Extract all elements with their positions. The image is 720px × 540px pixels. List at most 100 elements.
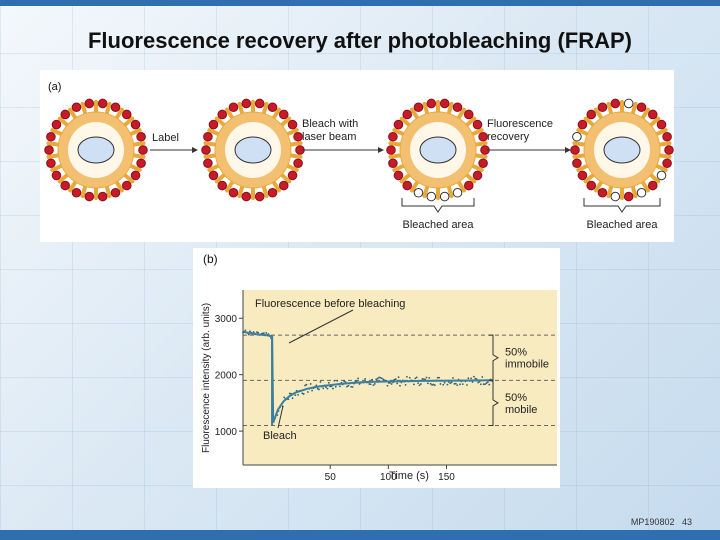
data-point (301, 392, 304, 395)
fluorescent-protein (254, 191, 265, 202)
fluorescent-protein (439, 98, 450, 109)
lipid-tail (657, 153, 672, 159)
data-point (432, 383, 435, 386)
lipid-tail (422, 184, 430, 199)
data-point (426, 382, 429, 385)
mobile-bracket (489, 379, 499, 426)
nucleus (419, 136, 457, 164)
annotation-bleach-pointer (277, 405, 284, 429)
fluorescent-protein (570, 145, 580, 155)
lipid-tail (203, 153, 218, 159)
data-point (382, 378, 385, 381)
data-point (433, 384, 436, 387)
data-point (332, 387, 334, 390)
data-point (346, 385, 348, 388)
lipid-tail (388, 153, 403, 159)
immobile-fraction-label: 50% immobile (505, 347, 549, 371)
data-point (316, 387, 319, 390)
data-point (357, 377, 360, 380)
lipid-tail (57, 116, 70, 128)
lipid-tail (214, 172, 227, 184)
data-point (327, 381, 330, 384)
arrow-2: Bleach with laser beam (302, 118, 384, 153)
fluorescent-protein (664, 145, 674, 155)
lipid-tail (207, 128, 221, 137)
plot-area (243, 290, 557, 465)
fluorescent-protein (217, 109, 228, 120)
lipid-tail (572, 141, 587, 147)
data-point (252, 331, 255, 333)
page-number: 43 (681, 517, 692, 527)
lipid-tail (410, 107, 420, 121)
lipid-tail (122, 116, 135, 128)
y-ticks: 1000 2000 3000 (215, 314, 243, 438)
lipid-tail (473, 153, 488, 159)
lipid-tail (594, 107, 604, 121)
fluorescent-protein (426, 98, 437, 109)
annotation-bleach: Bleach (263, 430, 297, 442)
lipid-tail (648, 116, 661, 128)
fluorescent-protein (388, 131, 398, 142)
data-point (354, 380, 357, 382)
mobile-fraction-label: 50% mobile (505, 392, 537, 416)
data-point (339, 385, 341, 388)
fluorescent-protein (647, 109, 658, 120)
data-point (379, 376, 382, 379)
fluorescent-protein (51, 170, 62, 181)
lipid-tail (473, 141, 488, 147)
fluorescent-protein (278, 180, 289, 191)
fluorescent-protein (597, 102, 608, 113)
lipid-tail (279, 172, 292, 184)
data-point (453, 383, 456, 385)
fluorescent-protein (636, 102, 647, 113)
fluorescent-protein (97, 191, 108, 202)
data-point (449, 382, 452, 385)
data-point (378, 376, 380, 379)
data-point (428, 376, 431, 379)
lipid-tail (388, 141, 403, 147)
data-point (375, 378, 378, 381)
x-ticks: 50 100 150 (325, 465, 455, 483)
bleached-protein (439, 191, 450, 202)
data-point (326, 387, 329, 390)
fluorescent-protein (656, 119, 667, 130)
data-point (418, 384, 421, 387)
lipid-tail (68, 179, 78, 193)
data-point (399, 384, 401, 387)
fluorescent-protein (577, 170, 588, 181)
lipid-tail (285, 128, 299, 137)
data-point (422, 378, 425, 380)
data-point (311, 389, 313, 392)
lipid-tail (128, 128, 142, 137)
lipid-tail (392, 163, 406, 172)
panel-b-label: (b) (203, 252, 218, 266)
panel-a-label: (a) (48, 81, 61, 93)
data-point (442, 383, 445, 386)
data-point (390, 383, 393, 385)
fluorescent-protein (293, 131, 303, 142)
data-point (481, 376, 484, 378)
lipid-tail (131, 141, 146, 147)
bleached-area-label-2: Bleached area (587, 219, 659, 231)
fluorescent-protein (393, 170, 404, 181)
data-point (351, 386, 354, 388)
lipid-tail (114, 107, 124, 121)
arrow-1: Label (150, 132, 198, 153)
data-point (467, 377, 470, 380)
fluorescent-protein (597, 187, 608, 198)
fluorescent-protein (110, 187, 121, 198)
data-point (420, 383, 422, 385)
data-point (283, 396, 286, 399)
data-point (454, 382, 457, 385)
bleached-bracket-2: Bleached area (583, 198, 661, 231)
lipid-tail (80, 184, 88, 199)
data-point (257, 331, 260, 334)
lipid-tail (285, 163, 299, 172)
data-point (452, 377, 454, 379)
data-point (334, 385, 337, 388)
fluorescent-protein (478, 158, 488, 169)
data-point (484, 383, 486, 386)
lipid-tail (640, 179, 650, 193)
fluorescent-protein (278, 109, 289, 120)
lipid-tail (657, 141, 672, 147)
